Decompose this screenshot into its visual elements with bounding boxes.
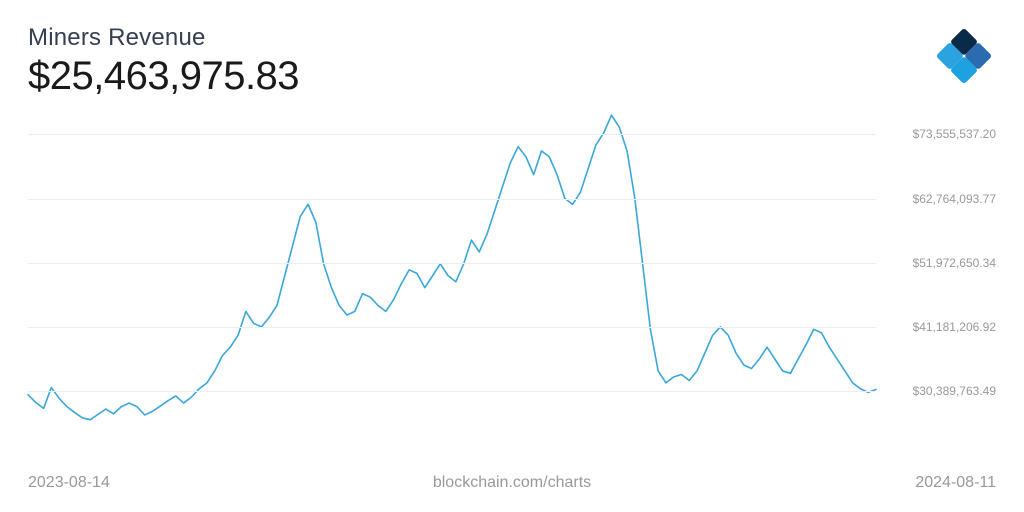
y-axis-label: $62,764,093.77 [913,192,996,206]
chart-plot [28,108,876,456]
header: Miners Revenue $25,463,975.83 [28,24,996,99]
gridline [28,263,876,264]
chart-card: Miners Revenue $25,463,975.83 $73,555,53… [0,0,1024,512]
y-axis-label: $51,972,650.34 [913,256,996,270]
chart-title: Miners Revenue [28,24,299,52]
gridline [28,199,876,200]
gridline [28,327,876,328]
chart-footer: 2023-08-14 blockchain.com/charts 2024-08… [28,474,996,492]
y-axis-label: $30,389,763.49 [913,384,996,398]
blockchain-logo-icon [932,24,996,88]
gridline [28,134,876,135]
gridline [28,391,876,392]
chart-current-value: $25,463,975.83 [28,54,299,99]
title-block: Miners Revenue $25,463,975.83 [28,24,299,99]
y-axis-label: $41,181,206.92 [913,320,996,334]
y-axis-label: $73,555,537.20 [913,127,996,141]
x-axis-start-label: 2023-08-14 [28,474,110,492]
x-axis-end-label: 2024-08-11 [915,474,996,492]
chart-area: $73,555,537.20 $62,764,093.77 $51,972,650.… [28,108,996,456]
source-label: blockchain.com/charts [433,474,591,492]
